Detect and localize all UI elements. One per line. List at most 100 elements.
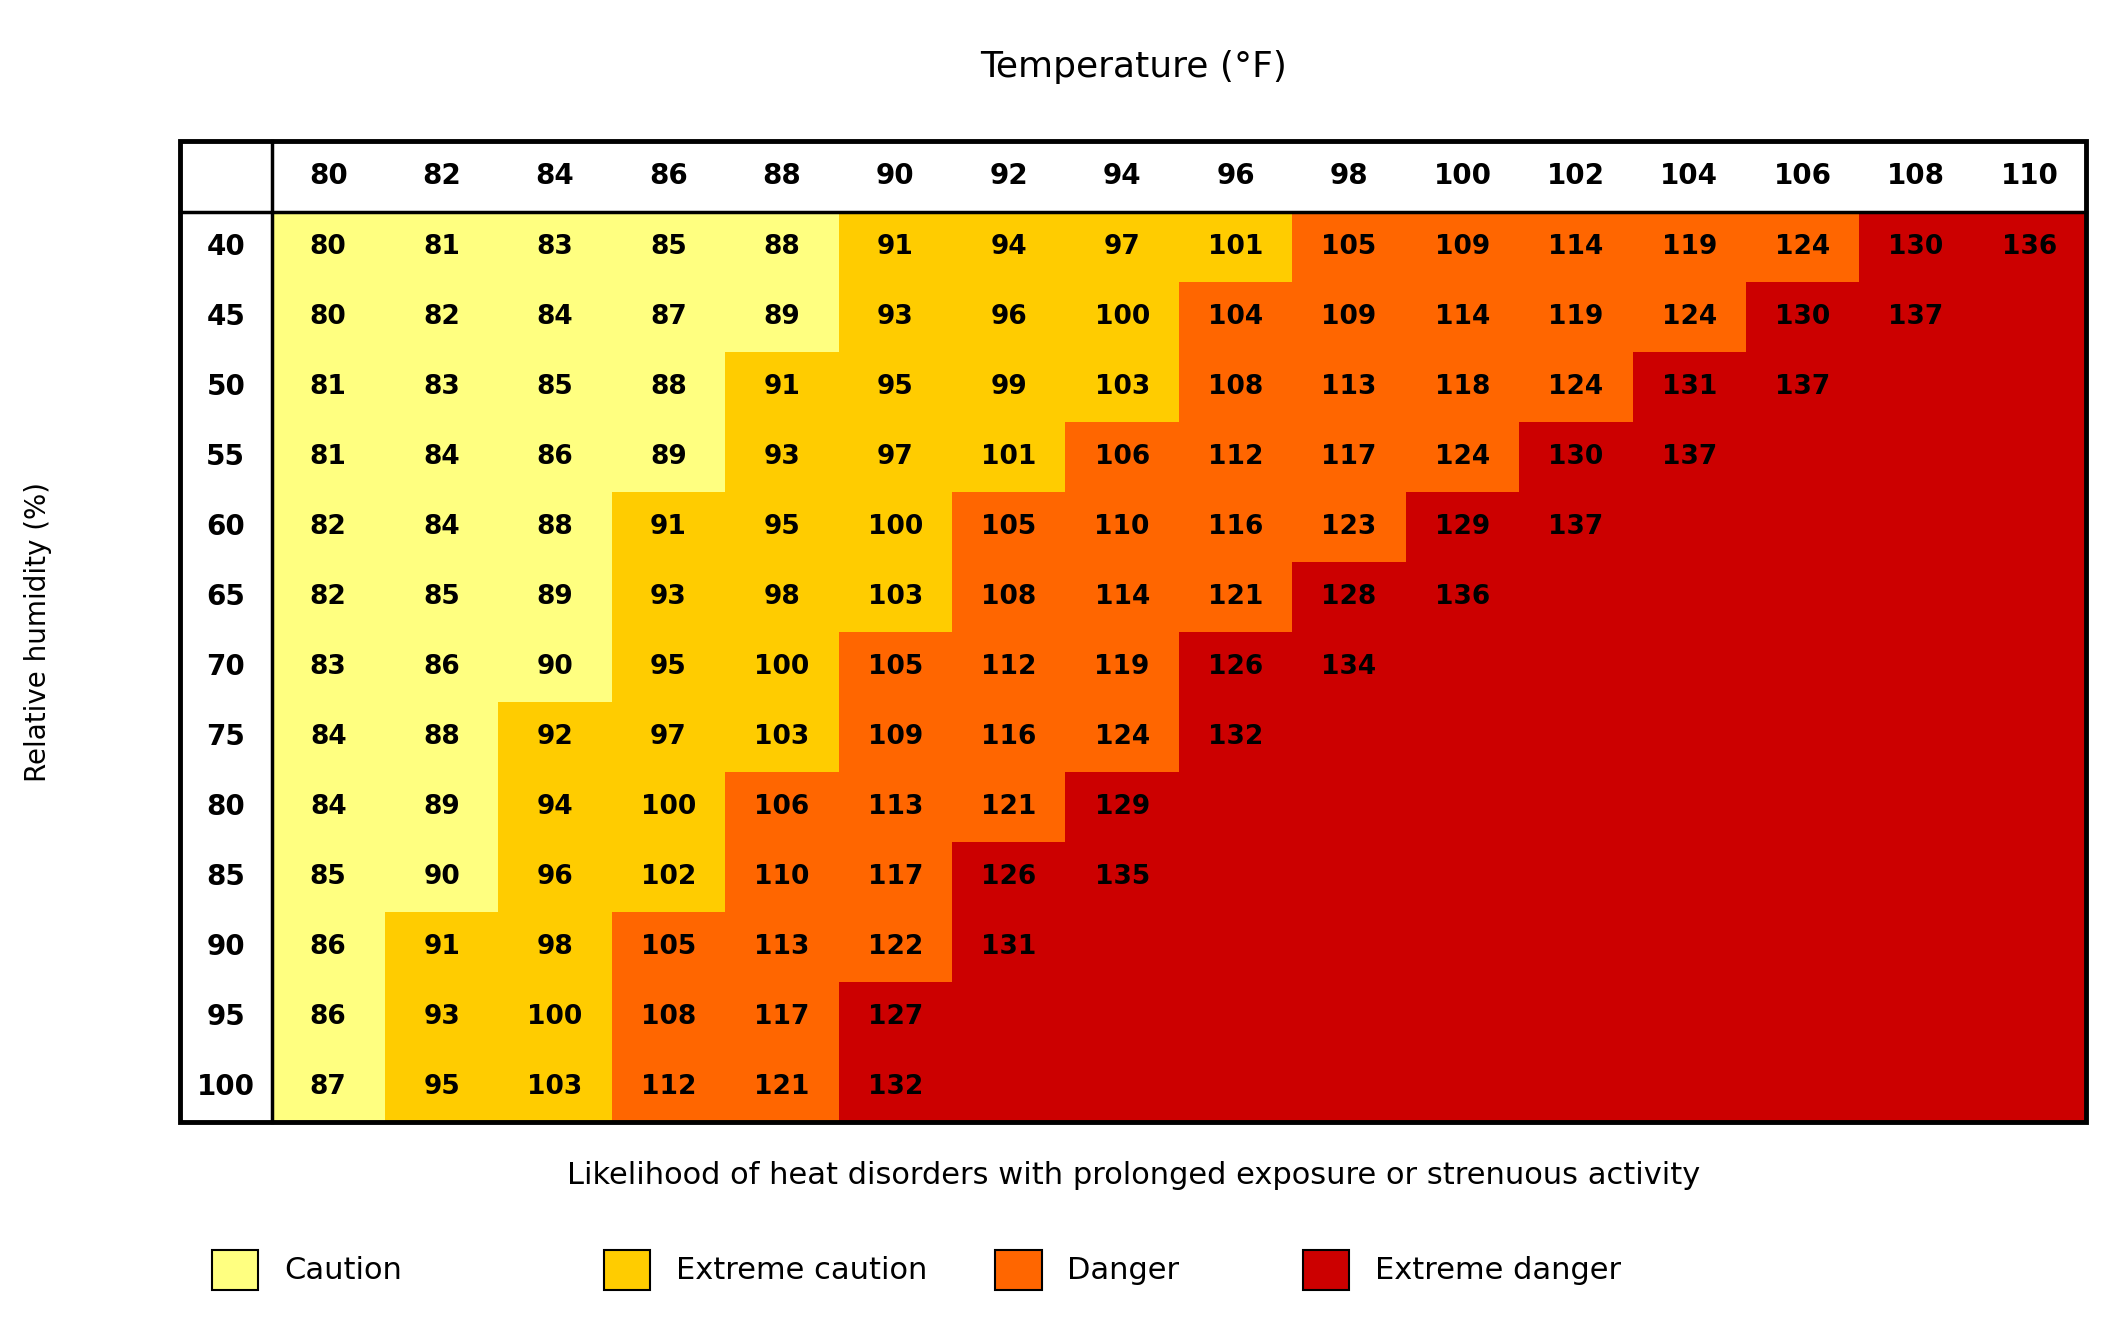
- Text: 124: 124: [1548, 374, 1603, 401]
- Text: 132: 132: [1207, 724, 1262, 750]
- Text: 103: 103: [754, 724, 809, 750]
- Text: 95: 95: [762, 513, 801, 540]
- Text: 75: 75: [205, 723, 246, 751]
- Text: 92: 92: [989, 163, 1027, 191]
- Text: 90: 90: [877, 163, 915, 191]
- Text: 50: 50: [205, 372, 246, 401]
- Text: 86: 86: [536, 444, 574, 470]
- Text: 132: 132: [868, 1074, 923, 1101]
- Text: 131: 131: [981, 934, 1036, 960]
- Text: 95: 95: [877, 374, 913, 401]
- Text: 93: 93: [877, 304, 913, 329]
- Text: 124: 124: [1434, 444, 1489, 470]
- Text: 85: 85: [536, 374, 574, 401]
- Text: 93: 93: [650, 583, 686, 610]
- Text: 82: 82: [309, 583, 347, 610]
- Text: 103: 103: [527, 1074, 582, 1101]
- Text: 121: 121: [754, 1074, 809, 1101]
- Text: 112: 112: [1207, 444, 1262, 470]
- Text: 114: 114: [1095, 583, 1150, 610]
- Text: 116: 116: [981, 724, 1036, 750]
- Text: 91: 91: [424, 934, 460, 960]
- Text: 100: 100: [754, 655, 809, 680]
- Text: 81: 81: [309, 444, 347, 470]
- Text: 100: 100: [642, 794, 697, 820]
- Text: 129: 129: [1095, 794, 1150, 820]
- Text: 117: 117: [1322, 444, 1377, 470]
- Text: 119: 119: [1548, 304, 1603, 329]
- Text: 119: 119: [1095, 655, 1150, 680]
- Text: 104: 104: [1207, 304, 1262, 329]
- Text: 98: 98: [536, 934, 574, 960]
- Text: 98: 98: [762, 583, 801, 610]
- Text: 100: 100: [1095, 304, 1150, 329]
- Text: 88: 88: [424, 724, 460, 750]
- Text: 97: 97: [650, 724, 686, 750]
- Text: 90: 90: [205, 933, 246, 961]
- Text: 94: 94: [1103, 163, 1142, 191]
- Text: Danger: Danger: [1067, 1255, 1180, 1285]
- Text: 103: 103: [868, 583, 923, 610]
- Text: 83: 83: [309, 655, 347, 680]
- Text: 92: 92: [536, 724, 574, 750]
- Text: 124: 124: [1663, 304, 1718, 329]
- Text: 84: 84: [309, 724, 347, 750]
- Text: 112: 112: [981, 655, 1036, 680]
- Text: 94: 94: [991, 234, 1027, 259]
- Text: 96: 96: [1216, 163, 1254, 191]
- Text: 97: 97: [877, 444, 913, 470]
- Text: Extreme danger: Extreme danger: [1375, 1255, 1620, 1285]
- Text: 84: 84: [536, 163, 574, 191]
- Text: 81: 81: [309, 374, 347, 401]
- Text: 82: 82: [424, 304, 460, 329]
- Text: 65: 65: [205, 583, 246, 612]
- Text: 88: 88: [650, 374, 686, 401]
- Text: 130: 130: [1775, 304, 1830, 329]
- Text: 127: 127: [868, 1004, 923, 1031]
- Text: 109: 109: [1322, 304, 1377, 329]
- Text: 119: 119: [1663, 234, 1718, 259]
- Text: 102: 102: [1546, 163, 1605, 191]
- Text: 80: 80: [309, 234, 347, 259]
- Text: 86: 86: [309, 1004, 347, 1031]
- Text: 118: 118: [1434, 374, 1491, 401]
- Text: 137: 137: [1663, 444, 1718, 470]
- Text: 124: 124: [1095, 724, 1150, 750]
- Text: 123: 123: [1322, 513, 1377, 540]
- Text: 126: 126: [981, 864, 1036, 890]
- Text: 91: 91: [650, 513, 686, 540]
- Text: 84: 84: [536, 304, 574, 329]
- Text: 108: 108: [1207, 374, 1262, 401]
- Text: 83: 83: [424, 374, 460, 401]
- Text: 95: 95: [650, 655, 686, 680]
- Text: 129: 129: [1434, 513, 1491, 540]
- Text: Temperature (°F): Temperature (°F): [981, 50, 1286, 85]
- Text: 90: 90: [424, 864, 460, 890]
- Text: 105: 105: [981, 513, 1036, 540]
- Text: 94: 94: [536, 794, 574, 820]
- Text: 112: 112: [642, 1074, 697, 1101]
- Text: 98: 98: [1330, 163, 1368, 191]
- Text: 106: 106: [1095, 444, 1150, 470]
- Text: 122: 122: [868, 934, 923, 960]
- Text: 87: 87: [650, 304, 686, 329]
- Text: 88: 88: [762, 234, 801, 259]
- Text: 136: 136: [2002, 234, 2057, 259]
- Text: 108: 108: [642, 1004, 697, 1031]
- Text: 96: 96: [991, 304, 1027, 329]
- Text: 121: 121: [1207, 583, 1262, 610]
- Text: Caution: Caution: [284, 1255, 402, 1285]
- Text: 40: 40: [205, 233, 246, 261]
- Text: 82: 82: [309, 513, 347, 540]
- Text: Relative humidity (%): Relative humidity (%): [23, 481, 53, 782]
- Text: 135: 135: [1095, 864, 1150, 890]
- Text: 105: 105: [642, 934, 697, 960]
- Text: 137: 137: [1548, 513, 1603, 540]
- Text: 86: 86: [309, 934, 347, 960]
- Text: 100: 100: [527, 1004, 582, 1031]
- Text: 95: 95: [205, 1003, 246, 1031]
- Text: 137: 137: [1889, 304, 1944, 329]
- Text: 99: 99: [991, 374, 1027, 401]
- Text: 100: 100: [1434, 163, 1491, 191]
- Text: 136: 136: [1434, 583, 1491, 610]
